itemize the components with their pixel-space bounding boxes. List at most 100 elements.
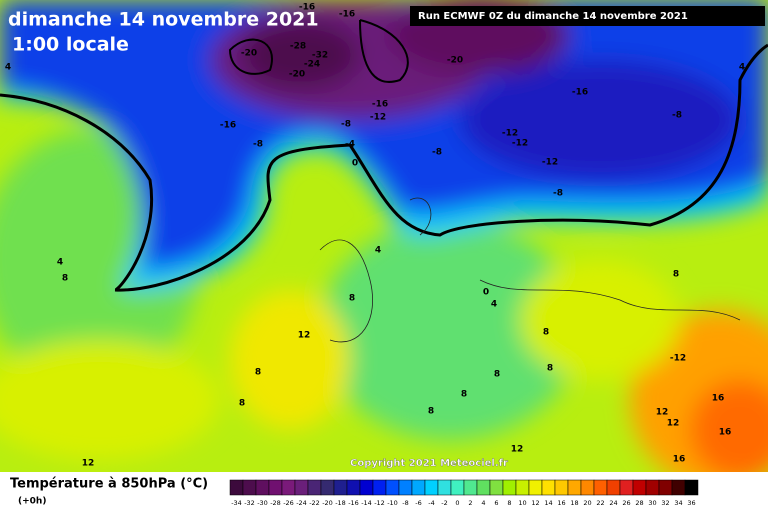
contour-label: 8 — [349, 294, 355, 304]
scale-label: -30 — [257, 499, 268, 507]
color-swatch — [307, 479, 322, 496]
contour-label: -8 — [253, 140, 263, 150]
contour-label: 0 — [352, 159, 358, 169]
color-swatch — [476, 479, 491, 496]
contour-label: 0 — [483, 288, 489, 298]
contour-label: -16 — [339, 10, 355, 20]
contour-label: -8 — [553, 189, 563, 199]
color-swatch — [463, 479, 478, 496]
color-swatch — [372, 479, 387, 496]
contour-label: 8 — [239, 399, 245, 409]
color-swatch — [671, 479, 686, 496]
color-swatch — [281, 479, 296, 496]
scale-label: 30 — [648, 499, 656, 507]
scale-label: -24 — [296, 499, 307, 507]
color-swatch — [294, 479, 309, 496]
contour-labels: -16-16-20-28-32-24-20-204-16-8-16-12-16-… — [5, 3, 745, 469]
color-swatch — [606, 479, 621, 496]
contour-label: -4 — [345, 140, 355, 150]
contour-label: 4 — [375, 246, 381, 256]
contour-label: 8 — [673, 270, 679, 280]
scale-label: 0 — [455, 499, 459, 507]
scale-label: 28 — [635, 499, 643, 507]
scale-label: -34 — [231, 499, 242, 507]
contour-label: 8 — [494, 370, 500, 380]
legend-subtitle: (+0h) — [18, 497, 46, 507]
contour-label: -12 — [512, 139, 528, 149]
contour-label: -16 — [572, 88, 588, 98]
contour-label: -8 — [672, 111, 682, 121]
contour-label: 12 — [298, 331, 311, 341]
contour-label: -8 — [432, 148, 442, 158]
color-swatch — [255, 479, 270, 496]
contour-label: -12 — [670, 354, 686, 364]
color-swatch — [515, 479, 530, 496]
contour-label: 8 — [461, 390, 467, 400]
contour-label: 12 — [511, 445, 524, 455]
color-swatch — [593, 479, 608, 496]
legend-title: Température à 850hPa (°C) — [10, 477, 208, 492]
color-swatch — [411, 479, 426, 496]
contour-label: 12 — [82, 459, 95, 469]
contour-label: 8 — [255, 368, 261, 378]
scale-label: 16 — [557, 499, 565, 507]
map-date: dimanche 14 novembre 2021 — [8, 9, 319, 31]
contour-label: -16 — [372, 100, 388, 110]
scale-label: -32 — [244, 499, 255, 507]
contour-label: -12 — [502, 129, 518, 139]
color-swatch — [333, 479, 348, 496]
color-swatch — [528, 479, 543, 496]
color-swatch — [489, 479, 504, 496]
color-swatch — [424, 479, 439, 496]
scale-label: 26 — [622, 499, 630, 507]
color-swatch — [398, 479, 413, 496]
color-swatch — [229, 479, 244, 496]
contour-label: -16 — [299, 3, 315, 13]
scale-label: -16 — [348, 499, 359, 507]
contour-label: -32 — [312, 51, 328, 61]
map-time: 1:00 locale — [12, 34, 129, 56]
color-swatch — [632, 479, 647, 496]
color-swatch — [567, 479, 582, 496]
scale-label: -28 — [270, 499, 281, 507]
contour-label: 16 — [719, 428, 732, 438]
contour-label: -28 — [290, 42, 306, 52]
map — [0, 0, 768, 472]
scale-label: -22 — [309, 499, 320, 507]
scale-label: 6 — [494, 499, 498, 507]
scale-label: 10 — [518, 499, 526, 507]
scale-label: -18 — [335, 499, 346, 507]
scale-label: 34 — [674, 499, 682, 507]
contour-label: 4 — [57, 258, 63, 268]
color-swatch — [580, 479, 595, 496]
run-box — [410, 6, 765, 26]
scale-label: 2 — [468, 499, 472, 507]
contour-label: -16 — [220, 121, 236, 131]
scale-label: -4 — [428, 499, 434, 507]
scale-label: 12 — [531, 499, 539, 507]
scale-label: 20 — [583, 499, 591, 507]
scale-label: -14 — [361, 499, 372, 507]
scale-label: 22 — [596, 499, 604, 507]
contour-label: -20 — [447, 56, 463, 66]
color-swatch — [242, 479, 257, 496]
color-swatch — [385, 479, 400, 496]
contour-label: 8 — [62, 274, 68, 284]
scale-label: -6 — [415, 499, 421, 507]
scale-label: 8 — [507, 499, 511, 507]
color-swatch — [359, 479, 374, 496]
contour-label: 8 — [428, 407, 434, 417]
contour-label: 8 — [543, 328, 549, 338]
color-swatch — [619, 479, 634, 496]
color-swatch — [320, 479, 335, 496]
scale-label: 14 — [544, 499, 552, 507]
run-info: Run ECMWF 0Z du dimanche 14 novembre 202… — [418, 11, 688, 22]
color-swatch — [450, 479, 465, 496]
scale-label: -12 — [374, 499, 385, 507]
contour-label: 12 — [656, 408, 669, 418]
scale-label: 36 — [687, 499, 695, 507]
scale-label: 24 — [609, 499, 617, 507]
scale-label: 4 — [481, 499, 485, 507]
scale-label: -8 — [402, 499, 408, 507]
